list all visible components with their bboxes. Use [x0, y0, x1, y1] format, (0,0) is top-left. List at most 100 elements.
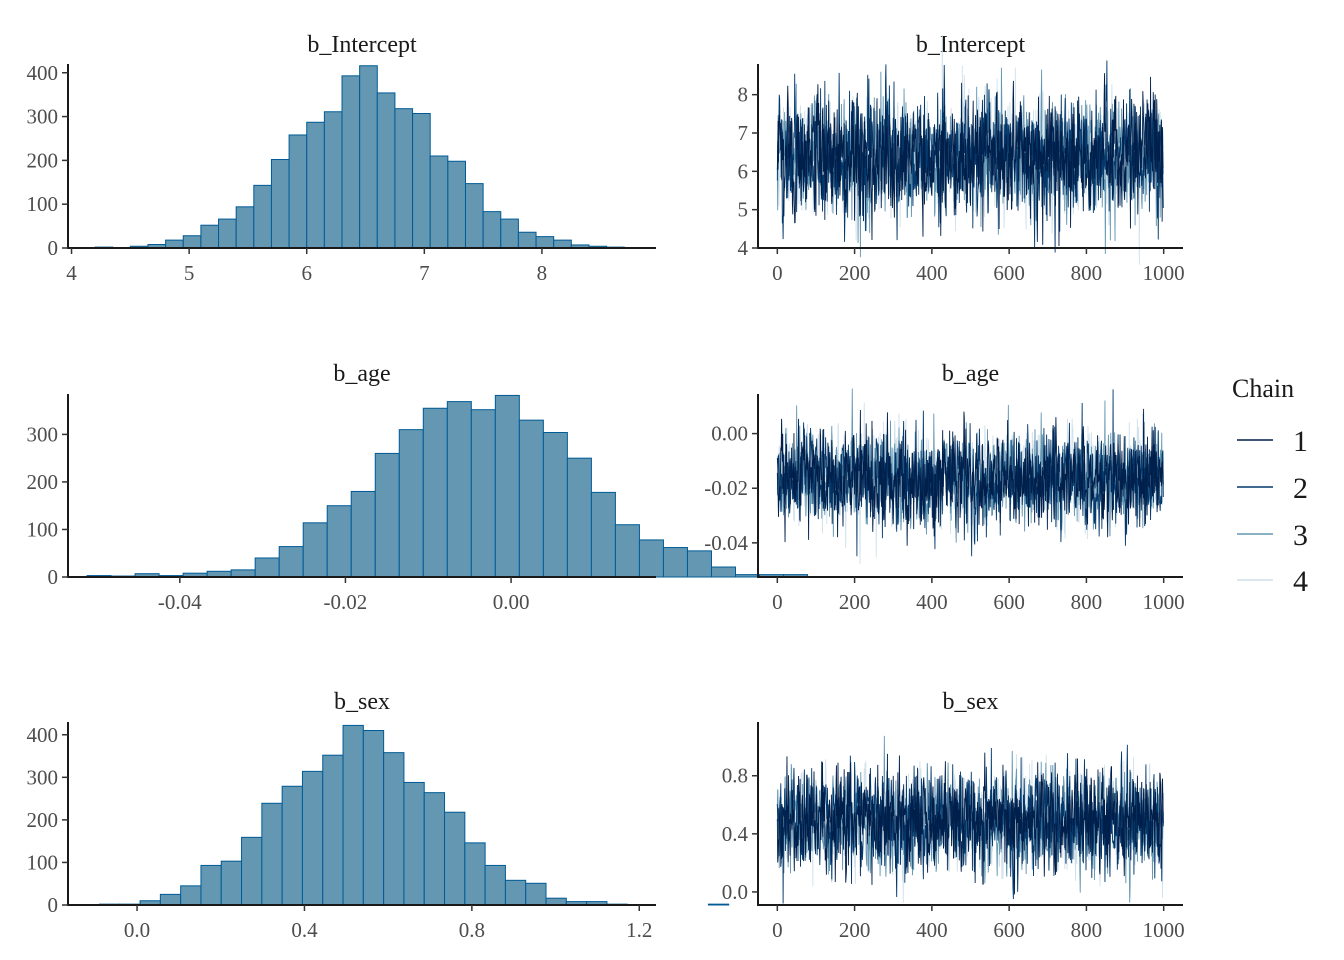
- legend-item-4: 4: [1237, 565, 1308, 598]
- histogram-bar: [165, 239, 184, 249]
- trace-lines: [776, 388, 1164, 564]
- histogram-bar: [429, 155, 449, 249]
- trace-chain-1: [776, 752, 1164, 895]
- histogram-bar: [518, 419, 544, 578]
- x-tick-label: 800: [1071, 261, 1103, 285]
- histogram-bar: [362, 730, 385, 906]
- panel-3: b_age -0.04 -0.02 0.00 0 100 200 300: [27, 361, 809, 614]
- x-tick-label: 7: [419, 261, 430, 285]
- histogram-bar: [735, 574, 761, 578]
- y-tick-label: 400: [27, 723, 59, 747]
- y-tick-label: 5: [738, 198, 749, 222]
- histogram-bar: [383, 752, 405, 906]
- y-tick-label: 100: [27, 850, 59, 874]
- x-tick-label: 4: [66, 261, 77, 285]
- panel-1: b_Intercept 4 5 6 7 8 0 100 200 300 400: [27, 32, 656, 285]
- histogram-bar: [182, 235, 202, 249]
- x-tick-label: 400: [916, 590, 948, 614]
- x-tick-label: 1000: [1143, 918, 1185, 942]
- histogram-bar: [394, 108, 414, 249]
- panel-2: b_Intercept 0 200 400 600 800 1000 4 5 6 7 8: [738, 32, 1185, 285]
- x-tick-label: 800: [1071, 590, 1103, 614]
- histogram-bar: [159, 893, 182, 906]
- legend-item-1: 1: [1237, 425, 1308, 458]
- x-tick-label: 0: [772, 590, 783, 614]
- y-tick-label: -0.02: [704, 476, 748, 500]
- histogram-bar: [326, 505, 352, 578]
- histogram-bar: [553, 239, 572, 249]
- histogram-bar: [374, 452, 400, 578]
- y-tick-label: 300: [27, 765, 59, 789]
- x-tick-label: 1.2: [626, 918, 652, 942]
- histogram-bar: [423, 792, 446, 906]
- trace-chain-1: [776, 73, 1164, 246]
- y-tick-label: 6: [738, 159, 749, 183]
- histogram-bar: [464, 183, 484, 249]
- histogram-bar: [517, 231, 537, 249]
- x-tick-label: 8: [537, 261, 548, 285]
- x-tick-label: 600: [993, 261, 1025, 285]
- histogram-bar: [470, 409, 496, 578]
- y-tick-label: 300: [27, 422, 59, 446]
- x-tick-label: 0.4: [291, 918, 318, 942]
- y-tick-label: -0.04: [704, 531, 748, 555]
- histogram-bar: [322, 754, 344, 906]
- histogram-bar: [359, 65, 378, 249]
- histogram-bar: [350, 490, 376, 578]
- histogram-bar: [482, 211, 502, 249]
- histogram-bar: [270, 159, 290, 249]
- panel-4: b_age 0 200 400 600 800 1000 -0.04 -0.02 0.00: [704, 361, 1184, 614]
- histogram-bar: [545, 897, 567, 906]
- histogram-bar: [288, 134, 308, 249]
- histogram-bar: [306, 121, 325, 249]
- x-tick-label: 0.8: [459, 918, 485, 942]
- histogram-bar: [614, 524, 640, 578]
- legend-label-4: 4: [1293, 565, 1308, 598]
- y-tick-label: 0.4: [722, 822, 749, 846]
- histogram-bar: [342, 724, 364, 906]
- trace-lines: [776, 735, 1164, 904]
- histogram-bars: [86, 394, 809, 578]
- x-tick-label: -0.04: [158, 590, 202, 614]
- histogram-bar: [500, 218, 519, 249]
- histogram-bar: [638, 539, 664, 578]
- histogram-bar: [220, 860, 243, 906]
- panel-title: b_sex: [943, 689, 999, 715]
- histogram-bar: [278, 546, 304, 578]
- x-tick-label: 200: [839, 918, 871, 942]
- histogram-bar: [254, 557, 280, 578]
- histogram-bars: [94, 65, 643, 249]
- y-tick-label: 100: [27, 192, 59, 216]
- x-tick-label: 0: [772, 261, 783, 285]
- y-tick-label: 200: [27, 808, 59, 832]
- y-tick-label: 0.8: [722, 764, 748, 788]
- x-tick-label: 400: [916, 261, 948, 285]
- x-tick-label: 5: [184, 261, 195, 285]
- histogram-bar: [444, 811, 466, 906]
- y-tick-label: 200: [27, 470, 59, 494]
- x-tick-label: 6: [301, 261, 312, 285]
- x-tick-label: 0.00: [493, 590, 530, 614]
- histogram-bar: [535, 236, 555, 249]
- legend-item-3: 3: [1237, 519, 1308, 552]
- x-tick-label: 0.0: [124, 918, 150, 942]
- histogram-bar: [261, 802, 283, 906]
- panel-5: b_sex 0.0 0.4 0.8 1.2 0 100 200 300 400: [27, 689, 730, 942]
- y-tick-label: 0.0: [722, 880, 748, 904]
- histogram-bar: [542, 432, 568, 578]
- x-tick-label: 1000: [1143, 261, 1185, 285]
- y-tick-label: 4: [738, 236, 749, 260]
- y-tick-label: 0: [48, 236, 59, 260]
- trace-chain-2: [776, 389, 1164, 557]
- y-tick-label: 400: [27, 61, 59, 85]
- trace-chain-1: [776, 408, 1164, 546]
- panel-title: b_Intercept: [307, 32, 417, 58]
- y-tick-label: 300: [27, 105, 59, 129]
- histogram-bar: [662, 547, 688, 578]
- panel-title: b_sex: [334, 689, 390, 715]
- legend-label-3: 3: [1293, 519, 1308, 552]
- chain-legend: Chain 1 2 3 4: [1232, 374, 1308, 598]
- x-tick-label: 800: [1071, 918, 1103, 942]
